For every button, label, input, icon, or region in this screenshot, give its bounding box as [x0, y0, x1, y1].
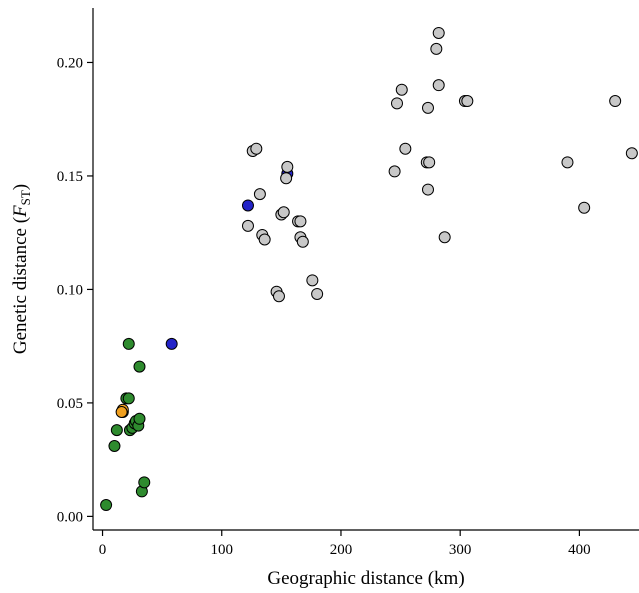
data-point-green — [110, 424, 123, 437]
x-tick-label: 100 — [211, 542, 234, 558]
data-point-gray — [241, 219, 254, 232]
axes — [92, 8, 639, 531]
data-point-green — [133, 412, 146, 425]
data-point-green — [122, 337, 135, 350]
x-axis-ticks: 0 100 200 300 400 — [99, 530, 591, 558]
data-point-gray — [399, 142, 412, 155]
data-point-gray — [395, 83, 408, 96]
data-point-gray — [272, 290, 285, 303]
data-points — [100, 26, 638, 512]
data-point-gray — [296, 235, 309, 248]
y-axis-title: Genetic distance (FST) — [10, 184, 33, 354]
data-point-green — [138, 476, 151, 489]
data-point-gray — [461, 95, 474, 108]
y-axis-title-prefix: Genetic distance ( — [10, 217, 31, 354]
data-point-blue — [165, 337, 178, 350]
data-point-blue — [241, 199, 254, 212]
data-point-gray — [438, 231, 451, 244]
y-tick-label: 0.20 — [57, 55, 83, 71]
data-point-gray — [281, 160, 294, 173]
data-point-gray — [258, 233, 271, 246]
x-axis-title: Geographic distance (km) — [267, 568, 464, 589]
data-point-gray — [578, 201, 591, 214]
data-point-green — [133, 360, 146, 373]
data-point-gray — [388, 165, 401, 178]
data-point-gray — [250, 142, 263, 155]
data-point-gray — [253, 188, 266, 201]
y-axis-title-suffix: ) — [10, 184, 31, 190]
data-point-gray — [280, 172, 293, 185]
data-point-gray — [432, 26, 445, 39]
data-point-green — [100, 499, 113, 512]
data-point-gray — [625, 147, 638, 160]
x-tick-label: 400 — [568, 542, 591, 558]
data-point-green — [122, 392, 135, 405]
data-point-gray — [421, 101, 434, 114]
data-point-green — [108, 440, 121, 453]
data-point-gray — [432, 79, 445, 92]
y-axis-ticks: 0.00 0.05 0.10 0.15 0.20 — [57, 55, 93, 525]
data-point-gray — [390, 97, 403, 110]
data-point-gray — [311, 287, 324, 300]
y-tick-label: 0.05 — [57, 396, 83, 412]
x-tick-label: 200 — [330, 542, 353, 558]
data-point-orange — [115, 405, 128, 418]
y-tick-label: 0.15 — [57, 169, 83, 185]
data-point-gray — [277, 206, 290, 219]
data-point-gray — [609, 95, 622, 108]
y-tick-label: 0.00 — [57, 509, 83, 525]
x-tick-label: 300 — [449, 542, 472, 558]
data-point-gray — [423, 156, 436, 169]
data-point-gray — [430, 42, 443, 55]
y-tick-label: 0.10 — [57, 282, 83, 298]
data-point-gray — [561, 156, 574, 169]
x-tick-label: 0 — [99, 542, 107, 558]
data-point-gray — [294, 215, 307, 228]
data-point-gray — [421, 183, 434, 196]
data-point-gray — [306, 274, 319, 287]
y-axis-title-symbol: F — [10, 205, 31, 218]
y-axis-title-subscript: ST — [18, 190, 33, 205]
